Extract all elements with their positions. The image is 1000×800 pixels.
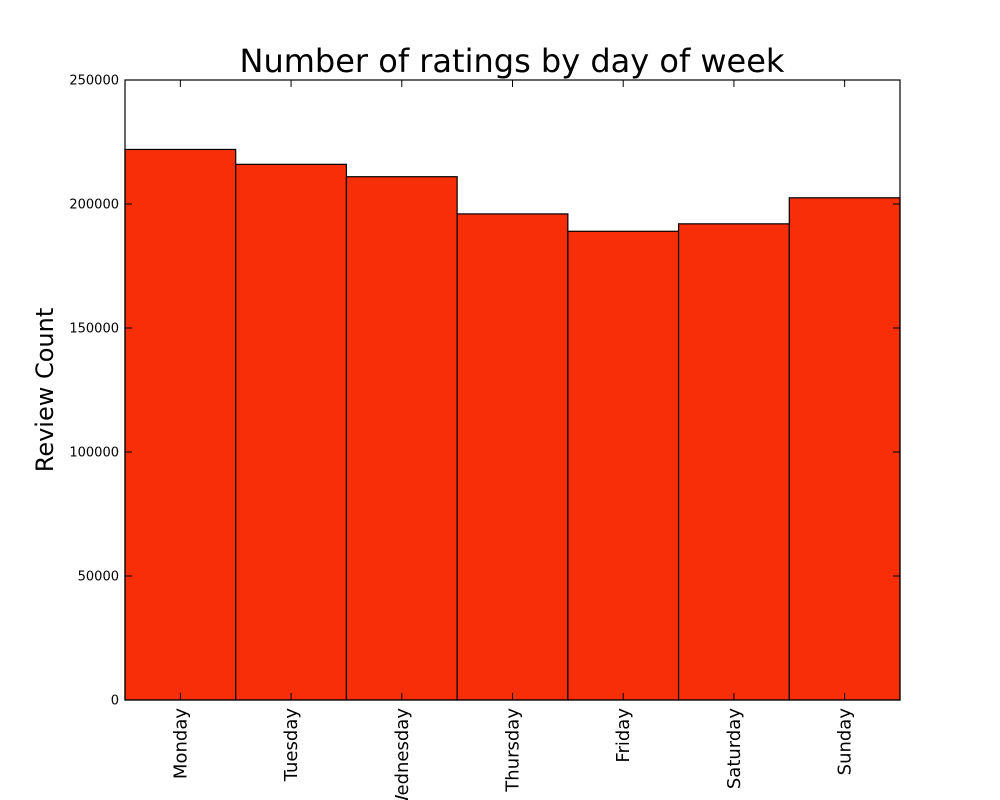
x-tick-label-friday: Friday [613, 708, 634, 763]
x-tick-labels: Monday Tuesday Wednesday Thursday Friday Satu… [170, 708, 855, 800]
plot-frame [124, 79, 901, 701]
x-tick-label-sunday: Sunday [835, 708, 856, 776]
y-tick-label: 100000 [69, 446, 119, 461]
y-tick-label: 150000 [69, 322, 119, 337]
bar-friday [567, 230, 680, 701]
bar-wednesday [345, 176, 458, 701]
bar-sunday [788, 197, 901, 701]
bar-tuesday [235, 163, 348, 701]
y-tick-label: 50000 [78, 570, 119, 585]
bars-layer [124, 148, 901, 701]
y-axis-label: Review Count [31, 308, 59, 473]
y-tick-label: 0 [111, 694, 119, 709]
y-tick-labels: 0 50000 100000 150000 200000 250000 [69, 74, 119, 709]
x-tick-label-tuesday: Tuesday [281, 708, 302, 783]
x-tick-label-saturday: Saturday [724, 708, 745, 789]
bar-thursday [456, 213, 569, 701]
x-tick-label-thursday: Thursday [503, 708, 524, 793]
bar-monday [124, 148, 237, 701]
x-tick-label-wednesday: Wednesday [392, 708, 413, 800]
chart-title: Number of ratings by day of week [240, 42, 785, 80]
y-tick-label: 250000 [69, 74, 119, 89]
x-tick-label-monday: Monday [170, 708, 191, 779]
bar-saturday [677, 223, 790, 701]
y-tick-label: 200000 [69, 198, 119, 213]
